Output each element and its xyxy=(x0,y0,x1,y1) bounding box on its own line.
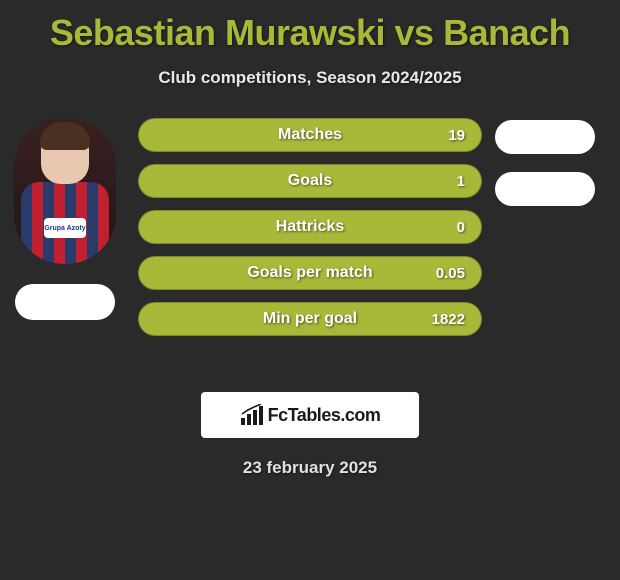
page-title: Sebastian Murawski vs Banach xyxy=(0,0,620,54)
stat-value: 0 xyxy=(457,219,465,236)
player-right-pill-1 xyxy=(495,120,595,154)
brand-badge: FcTables.com xyxy=(201,392,419,438)
stat-label: Goals per match xyxy=(247,264,372,282)
stat-label: Matches xyxy=(278,126,342,144)
player-right-column xyxy=(490,120,600,206)
stat-label: Hattricks xyxy=(276,218,344,236)
player-left-avatar: Grupa Azoty xyxy=(14,118,116,264)
player-left-column: Grupa Azoty xyxy=(10,118,120,320)
stat-value: 19 xyxy=(448,127,465,144)
chart-icon xyxy=(240,404,264,426)
stat-bar-hattricks: Hattricks 0 xyxy=(138,210,482,244)
date-label: 23 february 2025 xyxy=(0,458,620,478)
subtitle: Club competitions, Season 2024/2025 xyxy=(0,68,620,88)
jersey-sponsor: Grupa Azoty xyxy=(44,218,86,238)
stat-bar-goals: Goals 1 xyxy=(138,164,482,198)
player-right-pill-2 xyxy=(495,172,595,206)
stat-label: Goals xyxy=(288,172,332,190)
stat-bar-matches: Matches 19 xyxy=(138,118,482,152)
comparison-chart: Grupa Azoty Matches 19 Goals 1 Hattricks… xyxy=(0,118,620,368)
stat-bar-min-per-goal: Min per goal 1822 xyxy=(138,302,482,336)
stat-bars: Matches 19 Goals 1 Hattricks 0 Goals per… xyxy=(138,118,482,336)
brand-text: FcTables.com xyxy=(268,405,381,426)
stat-value: 1822 xyxy=(432,311,465,328)
stat-label: Min per goal xyxy=(263,310,357,328)
stat-value: 0.05 xyxy=(436,265,465,282)
player-left-name-pill xyxy=(15,284,115,320)
stat-bar-goals-per-match: Goals per match 0.05 xyxy=(138,256,482,290)
stat-value: 1 xyxy=(457,173,465,190)
